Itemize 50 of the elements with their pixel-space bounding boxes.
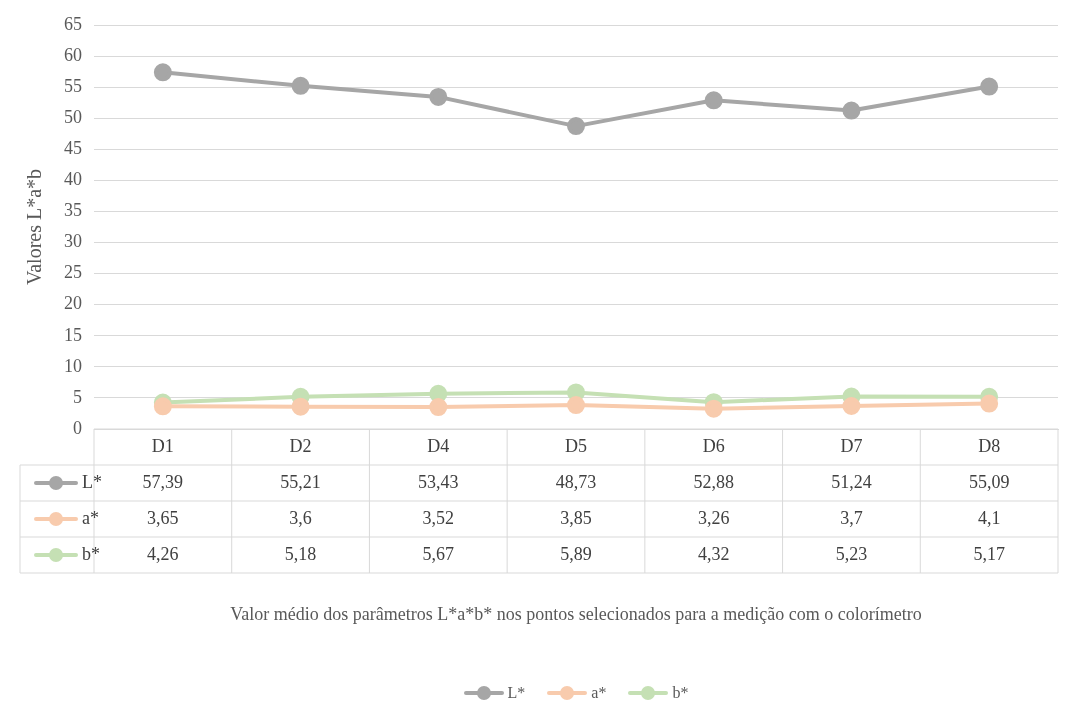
data-label: 5,23 <box>835 543 868 564</box>
y-tick-label: 65 <box>64 13 82 34</box>
data-label: 52,88 <box>693 471 734 492</box>
data-label: 3,85 <box>560 507 592 528</box>
data-label: 4,26 <box>147 543 179 564</box>
data-label: 57,39 <box>142 471 184 492</box>
y-tick-label: 15 <box>64 324 82 345</box>
legend-label: L* <box>82 471 102 492</box>
text: L* <box>507 684 526 701</box>
data-label: 53,43 <box>418 471 459 492</box>
data-label: 4,32 <box>697 543 730 564</box>
x-tick-label: D1 <box>151 435 174 456</box>
y-tick-label: 10 <box>64 355 82 376</box>
text: Valor médio dos parâmetros L*a*b* nos pontos selecionados para a medição com o colorímetro <box>230 603 922 624</box>
data-label: 55,09 <box>968 471 1010 492</box>
data-label: 3,6 <box>289 507 312 528</box>
data-label: 5,89 <box>560 543 592 564</box>
data-label: 4,1 <box>977 507 1001 528</box>
data-label: 3,7 <box>840 507 863 528</box>
y-tick-label: 5 <box>73 386 82 407</box>
y-tick-label: 45 <box>64 138 82 159</box>
y-tick-label: 35 <box>64 200 82 221</box>
data-label: 51,24 <box>831 471 872 492</box>
x-tick-label: D7 <box>840 435 863 456</box>
y-tick-label: 0 <box>73 417 82 438</box>
text: a* <box>591 684 607 701</box>
y-axis-title: Valores L*a*b <box>23 168 46 286</box>
y-tick-label: 20 <box>64 293 82 314</box>
data-label: 5,67 <box>422 543 455 564</box>
y-tick-label: 25 <box>64 262 82 283</box>
legend-label: b* <box>82 543 100 564</box>
y-tick-label: 30 <box>64 231 82 252</box>
x-tick-label: D8 <box>978 435 1001 456</box>
data-label: 5,18 <box>284 543 317 564</box>
legend-label: a* <box>82 507 99 528</box>
data-label: 55,21 <box>280 471 321 492</box>
data-label: 3,26 <box>697 507 730 528</box>
y-tick-label: 50 <box>64 106 82 127</box>
text: b* <box>672 684 689 701</box>
x-tick-label: D4 <box>427 435 450 456</box>
x-tick-label: D5 <box>565 435 587 456</box>
data-label: 5,17 <box>973 543 1005 564</box>
x-tick-label: D2 <box>289 435 312 456</box>
x-tick-label: D6 <box>702 435 725 456</box>
y-tick-label: 55 <box>64 75 82 96</box>
data-label: 48,73 <box>555 471 597 492</box>
data-label: 3,52 <box>422 507 455 528</box>
data-label: 3,65 <box>147 507 179 528</box>
y-tick-label: 40 <box>64 169 82 190</box>
y-tick-label: 60 <box>64 44 82 65</box>
